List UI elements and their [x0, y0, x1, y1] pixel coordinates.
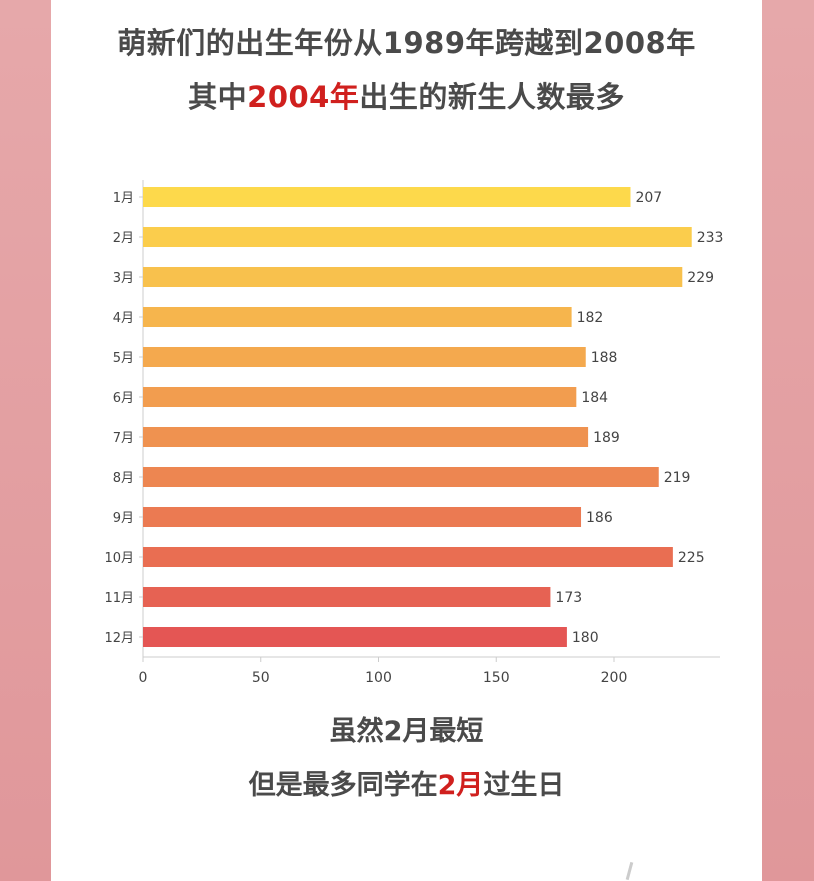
y-tick-label: 9月 — [113, 511, 134, 526]
bar-8月 — [143, 467, 659, 487]
right-border — [762, 0, 814, 881]
x-tick-label: 0 — [139, 670, 148, 686]
left-border — [0, 0, 51, 881]
x-tick-label: 50 — [252, 670, 270, 686]
data-label: 180 — [572, 630, 599, 646]
bar-9月 — [143, 507, 582, 527]
data-label: 173 — [555, 590, 582, 606]
footer-line-2: 但是最多同学在2月过生日 — [51, 763, 762, 802]
title-prefix: 其中 — [188, 80, 248, 114]
data-label: 186 — [586, 510, 613, 526]
footer-suffix: 过生日 — [483, 770, 565, 801]
data-label: 207 — [635, 190, 662, 206]
x-tick-label: 150 — [483, 670, 510, 686]
x-tick-label: 100 — [365, 670, 392, 686]
footer-line-1: 虽然2月最短 — [329, 716, 484, 747]
y-tick-label: 8月 — [113, 471, 134, 486]
y-tick-label: 7月 — [113, 431, 134, 446]
title-suffix: 出生的新生人数最多 — [359, 80, 625, 114]
data-label: 188 — [591, 350, 618, 366]
bar-chart: 1月 207 2月 233 3月 229 4月 182 5月 188 6月 184 7月 189 8月 219… — [104, 180, 724, 686]
data-label: 219 — [664, 470, 691, 486]
bar-5月 — [143, 347, 586, 367]
bar-6月 — [143, 387, 577, 407]
title-line-2: 其中2004年出生的新生人数最多 — [51, 74, 762, 116]
data-label: 184 — [581, 390, 608, 406]
bar-12月 — [143, 627, 567, 647]
title-line-1: 萌新们的出生年份从1989年跨越到2008年 — [117, 26, 696, 60]
data-label: 233 — [697, 230, 724, 246]
footer-prefix: 但是最多同学在 — [248, 770, 438, 801]
y-tick-label: 11月 — [104, 591, 134, 606]
y-tick-label: 6月 — [113, 391, 134, 406]
decorative-stroke — [625, 861, 634, 881]
y-tick-label: 2月 — [113, 231, 134, 246]
data-label: 189 — [593, 430, 620, 446]
bar-10月 — [143, 547, 673, 567]
y-tick-label: 5月 — [113, 351, 134, 366]
y-tick-label: 10月 — [104, 551, 134, 566]
data-label: 182 — [577, 310, 604, 326]
x-tick-label: 200 — [601, 670, 628, 686]
bar-11月 — [143, 587, 551, 607]
bar-1月 — [143, 187, 631, 207]
bar-2月 — [143, 227, 692, 247]
title-highlight: 2004年 — [247, 80, 360, 114]
footer-highlight: 2月 — [437, 770, 484, 801]
y-tick-label: 12月 — [104, 631, 134, 646]
y-tick-label: 3月 — [113, 271, 134, 286]
bar-7月 — [143, 427, 589, 447]
bar-3月 — [143, 267, 683, 287]
bar-4月 — [143, 307, 572, 327]
data-label: 225 — [678, 550, 705, 566]
data-label: 229 — [687, 270, 714, 286]
y-tick-label: 1月 — [113, 191, 134, 206]
y-tick-label: 4月 — [113, 311, 134, 326]
